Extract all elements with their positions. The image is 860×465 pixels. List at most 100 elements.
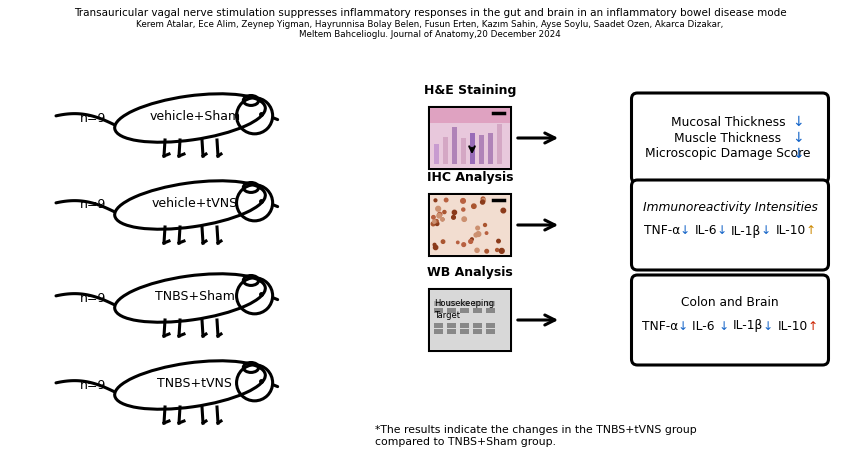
Bar <box>434 323 443 328</box>
Bar <box>473 323 482 328</box>
Text: IL-10: IL-10 <box>777 319 808 332</box>
Bar <box>447 329 456 334</box>
Text: IHC Analysis: IHC Analysis <box>427 171 513 184</box>
Circle shape <box>435 222 439 226</box>
Circle shape <box>475 248 479 252</box>
Circle shape <box>461 199 465 203</box>
Circle shape <box>434 199 437 202</box>
Text: ↓: ↓ <box>719 319 733 332</box>
Text: ↓: ↓ <box>679 319 692 332</box>
Text: ↑: ↑ <box>806 225 816 238</box>
Text: n=9: n=9 <box>80 199 107 212</box>
Bar <box>486 323 495 328</box>
Bar <box>473 329 482 334</box>
FancyBboxPatch shape <box>631 93 828 183</box>
Circle shape <box>497 239 501 243</box>
Text: Kerem Atalar, Ece Alim, Zeynep Yigman, Hayrunnisa Bolay Belen, Fusun Erten, Kazı: Kerem Atalar, Ece Alim, Zeynep Yigman, H… <box>137 20 723 29</box>
Text: vehicle+tVNS: vehicle+tVNS <box>151 198 238 210</box>
Bar <box>452 127 457 164</box>
Bar <box>434 144 439 164</box>
Text: Microscopic Damage Score: Microscopic Damage Score <box>645 147 811 160</box>
Circle shape <box>457 241 459 244</box>
Circle shape <box>481 200 484 204</box>
Text: ↑: ↑ <box>808 319 818 332</box>
Text: IL-1β: IL-1β <box>731 225 761 238</box>
Circle shape <box>476 232 481 236</box>
Bar <box>430 290 510 350</box>
Bar <box>429 107 511 169</box>
Bar <box>447 323 456 328</box>
Text: TNBS+tVNS: TNBS+tVNS <box>157 378 232 391</box>
Bar <box>434 329 443 334</box>
Bar <box>447 308 456 313</box>
Circle shape <box>435 219 438 223</box>
Circle shape <box>485 232 488 234</box>
Circle shape <box>476 226 480 230</box>
Text: H&E Staining: H&E Staining <box>424 84 516 97</box>
Circle shape <box>462 243 465 246</box>
Circle shape <box>433 243 436 246</box>
Text: ↓: ↓ <box>761 225 776 238</box>
Circle shape <box>474 233 478 237</box>
Circle shape <box>432 216 435 219</box>
Circle shape <box>436 206 440 211</box>
FancyBboxPatch shape <box>631 275 828 365</box>
Bar <box>488 133 493 164</box>
Circle shape <box>470 238 473 240</box>
Bar <box>434 308 443 313</box>
Circle shape <box>433 220 436 223</box>
Text: Housekeeping: Housekeeping <box>434 299 494 308</box>
Circle shape <box>445 198 448 202</box>
Text: TNF-α: TNF-α <box>644 225 680 238</box>
Text: TNBS+Sham: TNBS+Sham <box>155 291 235 303</box>
Bar <box>460 301 469 306</box>
Bar <box>447 301 456 306</box>
Circle shape <box>495 248 499 252</box>
Circle shape <box>462 208 465 211</box>
Text: Colon and Brain: Colon and Brain <box>681 295 779 308</box>
Text: Immunoreactivity Intensities: Immunoreactivity Intensities <box>642 200 818 213</box>
Bar <box>479 135 484 164</box>
Bar <box>497 124 502 164</box>
Text: IL-6: IL-6 <box>692 319 719 332</box>
Text: ↓: ↓ <box>792 115 804 129</box>
Bar <box>429 194 511 256</box>
Text: ↓: ↓ <box>680 225 694 238</box>
Circle shape <box>433 246 438 250</box>
Bar <box>461 138 466 164</box>
Text: Transauricular vagal nerve stimulation suppresses inflammatory responses in the : Transauricular vagal nerve stimulation s… <box>74 8 786 18</box>
Circle shape <box>437 213 441 218</box>
Circle shape <box>485 249 488 253</box>
Text: n=9: n=9 <box>80 112 107 125</box>
Circle shape <box>441 218 444 221</box>
Circle shape <box>441 240 445 243</box>
Circle shape <box>482 197 485 201</box>
Text: n=9: n=9 <box>80 379 107 392</box>
Text: WB Analysis: WB Analysis <box>427 266 513 279</box>
Text: *The results indicate the changes in the TNBS+tVNS group
compared to TNBS+Sham g: *The results indicate the changes in the… <box>375 425 697 446</box>
Bar <box>434 301 443 306</box>
Bar <box>443 138 448 164</box>
Bar <box>430 108 510 168</box>
Bar <box>470 133 475 164</box>
Circle shape <box>469 239 473 243</box>
Circle shape <box>483 224 487 226</box>
Bar <box>429 289 511 351</box>
Circle shape <box>501 208 506 213</box>
Text: ↓: ↓ <box>792 147 804 161</box>
Text: Mucosal Thickness: Mucosal Thickness <box>671 115 785 128</box>
Circle shape <box>431 222 435 226</box>
Circle shape <box>452 210 457 214</box>
Bar <box>486 308 495 313</box>
Circle shape <box>452 215 455 219</box>
Text: Target: Target <box>434 311 460 319</box>
Circle shape <box>500 248 504 253</box>
Circle shape <box>443 211 446 213</box>
Text: IL-6: IL-6 <box>694 225 717 238</box>
Text: Meltem Bahcelioglu. Journal of Anatomy,20 December 2024: Meltem Bahcelioglu. Journal of Anatomy,2… <box>299 30 561 39</box>
Bar <box>486 301 495 306</box>
Bar <box>473 301 482 306</box>
Circle shape <box>462 217 466 221</box>
Bar <box>430 195 510 255</box>
Bar <box>460 329 469 334</box>
